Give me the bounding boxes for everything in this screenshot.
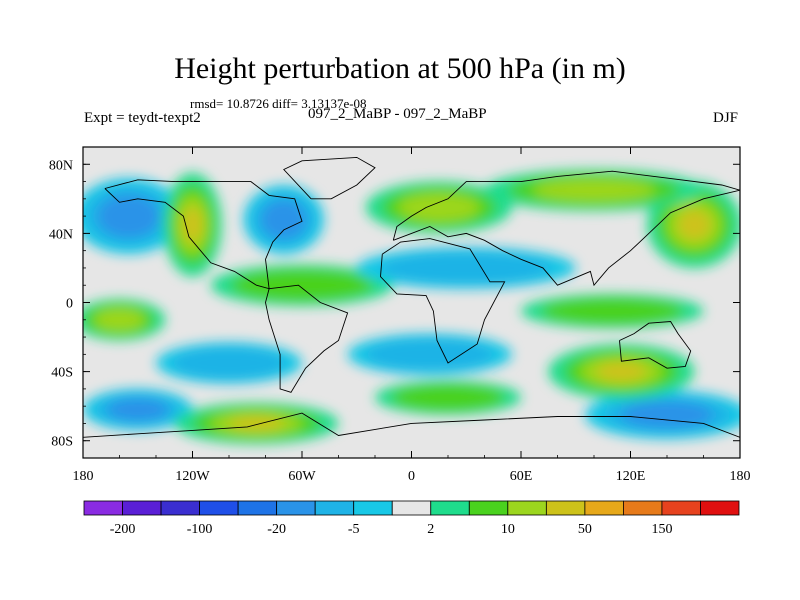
field-region-3-level-2: [230, 269, 374, 302]
y-tick-label: 40S: [51, 366, 73, 381]
africa-coast: [380, 238, 506, 364]
greenland-coast: [283, 156, 376, 200]
y-tick-label: 40N: [49, 227, 73, 242]
x-tick-label: 120E: [616, 469, 646, 484]
field-region-14-level-3: [397, 192, 480, 222]
colorbar-label: 150: [651, 522, 672, 537]
rmsd-stats: rmsd= 10.8726 diff= 3.13137e-08: [190, 96, 367, 111]
chart-title: Height perturbation at 500 hPa (in m): [174, 52, 626, 85]
colorbar-swatch: [353, 500, 393, 516]
colorbar: -200 -100 -20 -5 2 10 50 150: [83, 500, 740, 537]
colorbar-swatch: [160, 500, 200, 516]
x-tick-label: 120W: [175, 469, 210, 484]
field-region-6-level-2: [172, 346, 286, 380]
colorbar-swatch: [700, 500, 740, 516]
colorbar-label: -5: [348, 522, 360, 537]
season-label: DJF: [713, 110, 739, 126]
colorbar-swatch: [314, 500, 355, 516]
colorbar-swatch: [391, 500, 432, 516]
x-axis: 180 120W 60W 0 60E 120E 180: [73, 147, 751, 484]
colorbar-swatch: [276, 500, 316, 516]
field-region-12-level-4: [678, 210, 711, 240]
colorbar-swatch: [122, 500, 162, 516]
colorbar-label: 10: [501, 522, 515, 537]
experiment-label: Expt = teydt-texpt2: [84, 110, 201, 126]
australia-coast: [619, 321, 692, 369]
colorbar-swatch: [623, 500, 663, 516]
colorbar-label: -200: [110, 522, 136, 537]
case-subtitle: 097_2_MaBP - 097_2_MaBP: [308, 106, 487, 122]
field-region-10-level-3: [621, 401, 713, 429]
colorbar-swatch: [430, 500, 470, 516]
plot-area: [83, 147, 740, 458]
field-region-16-level-4: [596, 362, 647, 382]
field-region-5-level-2: [380, 251, 552, 285]
colorbar-label: -100: [187, 522, 213, 537]
field-region-17-level-3: [93, 308, 146, 332]
field-contours: [83, 169, 740, 445]
colorbar-swatch: [507, 500, 547, 516]
field-region-4-level-2: [365, 338, 494, 371]
field-region-2-level-2: [541, 297, 684, 325]
north-america-coast: [104, 179, 303, 290]
x-tick-label: 180: [730, 469, 751, 484]
y-tick-label: 0: [66, 297, 73, 312]
y-tick-label: 80N: [49, 158, 73, 173]
south-america-coast: [265, 284, 349, 393]
y-axis: 80N 40N 0 40S 80S: [49, 158, 740, 450]
x-tick-label: 60E: [510, 469, 533, 484]
field-region-8-level-3: [261, 200, 307, 239]
colorbar-swatch: [545, 500, 586, 516]
field-region-13-level-3: [532, 178, 656, 202]
x-tick-label: 180: [73, 469, 94, 484]
colorbar-swatch: [199, 500, 239, 516]
field-region-7-level-3: [97, 194, 160, 238]
field-region-9-level-3: [107, 398, 169, 422]
coastlines: [83, 156, 740, 438]
eurasia-coast: [392, 170, 740, 287]
colorbar-swatch: [584, 500, 624, 516]
colorbar-label: 50: [578, 522, 592, 537]
colorbar-swatch: [468, 500, 509, 516]
x-tick-label: 60W: [288, 469, 316, 484]
x-tick-label: 0: [408, 469, 415, 484]
colorbar-label: -20: [267, 522, 286, 537]
colorbar-swatch: [661, 500, 701, 516]
field-region-11-level-4: [182, 207, 203, 243]
field-region-15-level-4: [228, 416, 285, 431]
field-region-1-level-2: [391, 384, 505, 412]
antarctica-coast: [83, 412, 740, 438]
colorbar-swatch: [237, 500, 278, 516]
y-tick-label: 80S: [51, 435, 73, 450]
colorbar-swatch: [83, 500, 123, 516]
colorbar-label: 2: [427, 522, 434, 537]
